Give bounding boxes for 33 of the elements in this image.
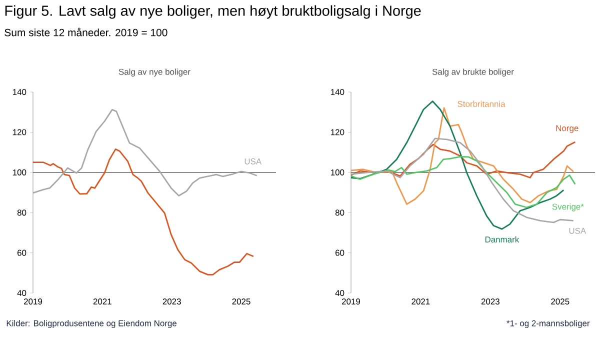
y-tick-label: 100	[12, 169, 26, 176]
chart-title: Salg av nye boliger	[118, 68, 190, 76]
y-tick-label: 80	[17, 210, 26, 216]
y-tick-label: 140	[331, 89, 344, 95]
x-tick-label: 2023	[162, 298, 181, 305]
text: Kilder: Boligprodusentene og Eiendom Norge	[6, 320, 177, 328]
x-tick-label: 2021	[412, 298, 430, 305]
x-tick-label: 2023	[481, 298, 500, 305]
series-label: Storbritannia	[458, 100, 506, 107]
text: Sum siste 12 måneder. 2019 = 100	[4, 28, 168, 36]
series-label: Sverige*	[552, 203, 584, 212]
y-tick-label: 60	[18, 250, 26, 256]
y-tick-label: 100	[331, 169, 344, 176]
y-tick-label: 60	[336, 250, 344, 256]
x-tick-label: 2025	[551, 298, 570, 305]
y-tick-label: 120	[331, 129, 344, 136]
x-tick-label: 2021	[93, 298, 112, 305]
y-tick-label: 40	[335, 290, 344, 296]
x-tick-label: 2019	[24, 298, 42, 305]
line-series	[350, 141, 576, 178]
x-tick-label: 2025	[232, 298, 250, 305]
series-label: Danmark	[485, 236, 520, 242]
x-tick-label: 2019	[342, 298, 360, 305]
series-label: Norge	[556, 125, 578, 133]
text: Figur 5. Lavt salg av nye boliger, men høyt bruktboligsalg i Norge	[5, 5, 421, 19]
y-tick-label: 80	[335, 210, 344, 216]
chart-title: Salg av brukte boliger	[432, 68, 514, 76]
y-tick-label: 40	[17, 290, 26, 296]
series-label: USA	[569, 228, 586, 234]
text: *1- og 2-mannsboliger	[506, 320, 590, 328]
series-label: USA	[244, 158, 262, 164]
y-tick-label: 140	[12, 89, 26, 95]
y-tick-label: 120	[12, 129, 26, 136]
